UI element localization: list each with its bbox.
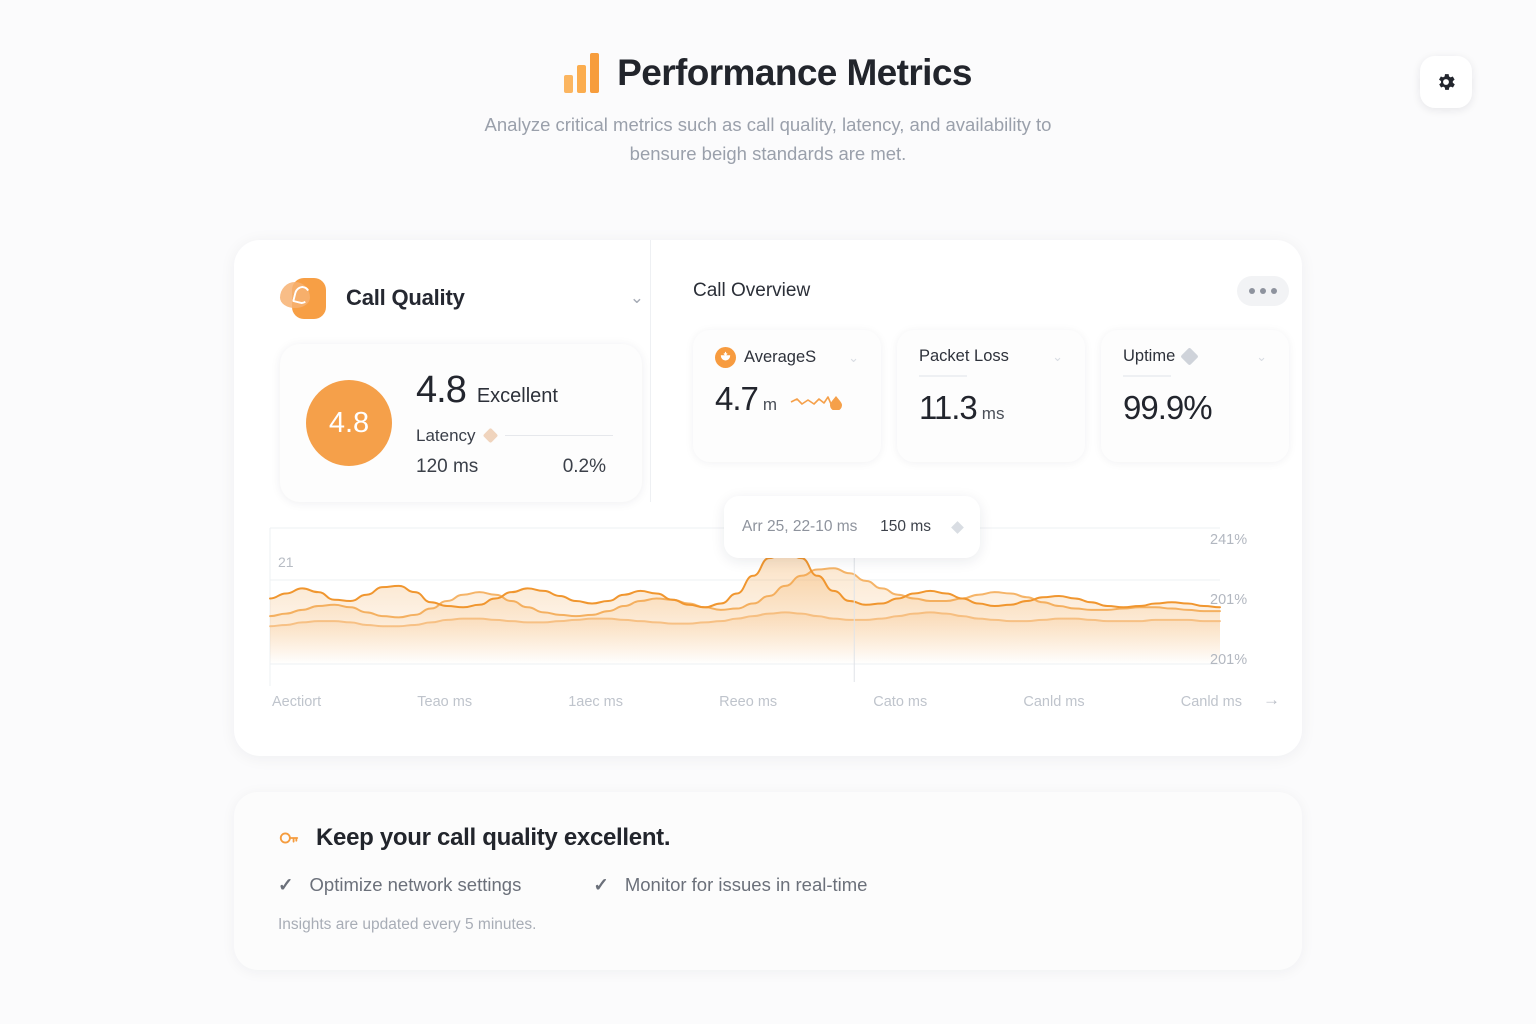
stat-value-row: 4.7 m bbox=[715, 380, 881, 418]
divider bbox=[1123, 375, 1171, 377]
more-dots-icon[interactable] bbox=[1237, 276, 1289, 306]
bar-chart-icon bbox=[564, 53, 600, 93]
score-bubble: 4.8 bbox=[306, 380, 392, 466]
x-tick: Aectiort bbox=[272, 694, 322, 710]
check-icon: ✓ bbox=[278, 874, 294, 895]
stat-value-row: 99.9% bbox=[1123, 389, 1289, 427]
x-tick: Canld ms bbox=[1180, 694, 1242, 710]
gear-icon bbox=[1439, 74, 1455, 90]
tooltip-right-text: 150 ms bbox=[880, 518, 931, 535]
loss-value: 0.2% bbox=[562, 455, 606, 477]
average-badge-icon bbox=[715, 347, 736, 368]
chart-tooltip: Arr 25, 22-10 ms 150 ms bbox=[724, 496, 980, 558]
metrics-card: Call Quality ⌄ 4.8 4.8 Excellent Latency bbox=[234, 240, 1302, 756]
stat-value-row: 11.3 ms bbox=[919, 389, 1085, 427]
chevron-expand-icon[interactable]: ⌄ bbox=[1256, 348, 1267, 364]
call-quality-title: Call Quality bbox=[346, 285, 465, 310]
stat-card-packet-loss[interactable]: Packet Loss ⌄ 11.3 ms bbox=[897, 330, 1085, 462]
stat-header: Packet Loss ⌄ bbox=[919, 347, 1079, 366]
score-word: Excellent bbox=[476, 384, 558, 407]
y-tick: 241% bbox=[1210, 532, 1248, 548]
call-overview-panel: Call Overview AverageS ⌄ 4.7 bbox=[651, 240, 1335, 502]
tooltip-left-text: Arr 25, 22-10 ms bbox=[742, 518, 858, 535]
y-axis-labels: 241% 201% 201% bbox=[1210, 532, 1270, 712]
x-tick: Cato ms bbox=[873, 694, 928, 710]
stat-label: Packet Loss bbox=[919, 347, 1009, 365]
x-tick: 1aec ms bbox=[568, 694, 624, 710]
stat-unit: m bbox=[762, 395, 778, 414]
settings-button[interactable] bbox=[1420, 56, 1472, 108]
score-main: 4.8 Excellent bbox=[416, 369, 613, 412]
insights-footer: Insights are updated every 5 minutes. bbox=[278, 916, 537, 933]
score-details: 4.8 Excellent Latency 120 ms 0.2% bbox=[416, 369, 613, 478]
stat-label: AverageS bbox=[744, 348, 817, 366]
title-row: Performance Metrics bbox=[0, 52, 1536, 94]
x-axis-labels: Aectiort Teao ms 1aec ms Reeo ms Cato ms… bbox=[272, 694, 1242, 710]
y-tick: 201% bbox=[1210, 652, 1248, 668]
insights-header: Keep your call quality excellent. bbox=[278, 824, 1302, 852]
stat-value: 4.7 bbox=[715, 380, 759, 417]
stat-header: Uptime ⌄ bbox=[1123, 347, 1283, 366]
x-tick: Canld ms bbox=[1023, 694, 1085, 710]
arrow-right-icon[interactable]: → bbox=[1263, 690, 1280, 709]
page-header: Performance Metrics Analyze critical met… bbox=[0, 0, 1536, 168]
insights-items: ✓ Optimize network settings ✓ Monitor fo… bbox=[278, 874, 1302, 896]
stat-label: Uptime bbox=[1123, 347, 1176, 365]
stat-card-average[interactable]: AverageS ⌄ 4.7 m bbox=[693, 330, 881, 462]
x-tick: Teao ms bbox=[417, 694, 473, 710]
score-value: 4.8 bbox=[416, 368, 467, 411]
call-overview-header: Call Overview bbox=[693, 276, 1289, 306]
diamond-icon bbox=[482, 427, 498, 444]
y-tick: 201% bbox=[1210, 592, 1248, 608]
list-item-label: Monitor for issues in real-time bbox=[624, 874, 868, 895]
call-quality-panel: Call Quality ⌄ 4.8 4.8 Excellent Latency bbox=[234, 240, 651, 502]
subtitle-line-2: bensure beigh standards are met. bbox=[629, 143, 907, 164]
list-item: ✓ Monitor for issues in real-time bbox=[593, 874, 867, 896]
latency-values: 120 ms 0.2% bbox=[416, 456, 606, 478]
list-item-label: Optimize network settings bbox=[309, 874, 522, 895]
chevron-down-icon[interactable]: ⌄ bbox=[629, 288, 644, 307]
insights-card: Keep your call quality excellent. ✓ Opti… bbox=[234, 792, 1302, 970]
diamond-badge-icon bbox=[1180, 347, 1199, 366]
chart-corner-label: 21 bbox=[278, 554, 294, 570]
page-subtitle: Analyze critical metrics such as call qu… bbox=[448, 110, 1088, 168]
stat-value: 99.9% bbox=[1123, 389, 1213, 426]
divider bbox=[504, 435, 613, 436]
call-overview-title: Call Overview bbox=[693, 280, 811, 301]
subtitle-line-1: Analyze critical metrics such as call qu… bbox=[484, 114, 1052, 135]
score-bubble-value: 4.8 bbox=[328, 406, 370, 439]
page-title: Performance Metrics bbox=[617, 52, 972, 93]
chevron-expand-icon[interactable]: ⌄ bbox=[848, 349, 859, 365]
stat-header: AverageS ⌄ bbox=[715, 347, 875, 368]
divider bbox=[919, 375, 967, 377]
insights-title: Keep your call quality excellent. bbox=[316, 824, 671, 851]
chevron-expand-icon[interactable]: ⌄ bbox=[1052, 348, 1063, 364]
list-item: ✓ Optimize network settings bbox=[278, 874, 521, 896]
key-icon bbox=[279, 832, 299, 844]
stat-card-uptime[interactable]: Uptime ⌄ 99.9% bbox=[1101, 330, 1289, 462]
latency-value: 120 ms bbox=[416, 455, 479, 477]
call-quality-header[interactable]: Call Quality ⌄ bbox=[280, 276, 650, 320]
stat-cards: AverageS ⌄ 4.7 m bbox=[693, 330, 1289, 462]
chart-canvas[interactable] bbox=[260, 514, 1260, 704]
latency-label: Latency bbox=[416, 425, 476, 445]
check-icon: ✓ bbox=[593, 874, 609, 895]
performance-chart: 21 241% 201% 201% Aectiort Teao ms 1aec … bbox=[234, 496, 1302, 744]
latency-row: Latency bbox=[416, 426, 613, 446]
diamond-icon bbox=[951, 520, 964, 534]
stat-value: 11.3 bbox=[919, 389, 978, 426]
stat-unit: ms bbox=[981, 404, 1005, 423]
x-tick: Reeo ms bbox=[719, 694, 778, 710]
card-panels: Call Quality ⌄ 4.8 4.8 Excellent Latency bbox=[234, 240, 1302, 502]
score-card: 4.8 4.8 Excellent Latency 1 bbox=[280, 344, 642, 502]
sparkline-icon bbox=[790, 392, 848, 415]
call-quality-icon bbox=[280, 276, 326, 320]
